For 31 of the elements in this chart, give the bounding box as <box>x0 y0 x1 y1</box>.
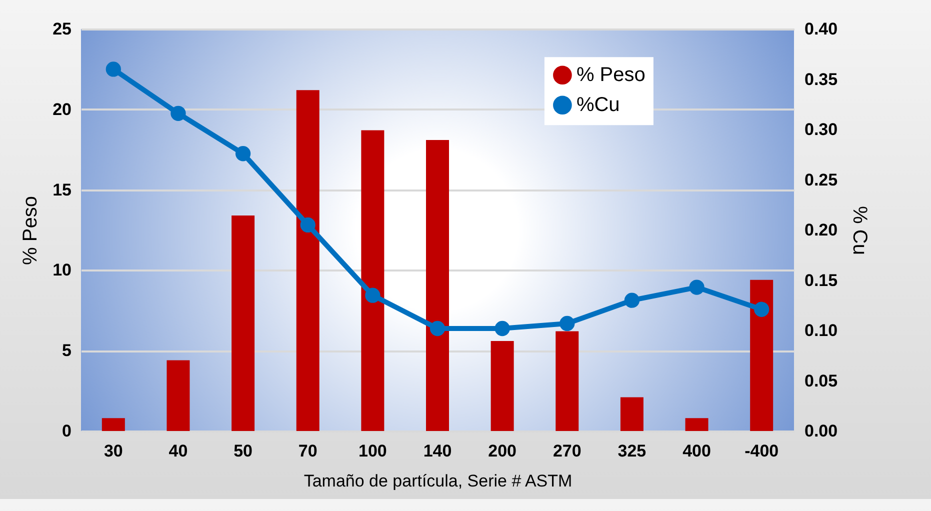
x-tick-label: 400 <box>682 442 711 460</box>
x-tick-label: 30 <box>104 442 123 460</box>
y-tick-label: 20 <box>52 100 72 119</box>
x-tick-label: 200 <box>488 442 517 460</box>
y2-tick-label: 0.30 <box>804 120 838 139</box>
y2-tick-label: 0.00 <box>804 422 838 440</box>
x-axis-title: Tamaño de partícula, Serie # ASTM <box>304 472 572 490</box>
x-tick-label: 270 <box>552 442 582 460</box>
x-tick-label: 50 <box>234 442 253 460</box>
x-tick-label: 40 <box>168 442 188 460</box>
y2-tick-label: 0.40 <box>804 20 838 38</box>
y-tick-label: 25 <box>52 20 72 38</box>
y2-tick-label: 0.10 <box>804 321 838 340</box>
x-tick-label: 100 <box>358 442 387 460</box>
y2-tick-label: 0.05 <box>804 371 838 390</box>
y2-tick-label: 0.15 <box>804 270 838 290</box>
y2-tick-label: 0.25 <box>804 170 838 190</box>
y2-axis-title: % Cu <box>848 206 871 255</box>
y2-tick-label: 0.35 <box>804 70 838 89</box>
x-tick-label: 140 <box>423 442 452 460</box>
y-tick-label: 15 <box>52 180 72 200</box>
y-axis-title: % Peso <box>20 196 42 265</box>
y2-tick-label: 0.20 <box>804 220 838 240</box>
x-tick-label: 325 <box>618 442 646 460</box>
y-tick-label: 10 <box>52 260 72 280</box>
x-tick-label: -400 <box>744 442 779 460</box>
y-tick-label: 5 <box>62 341 72 360</box>
y-tick-label: 0 <box>62 422 72 440</box>
legend-label: %Cu <box>576 94 620 116</box>
legend-label: % Peso <box>576 64 646 86</box>
x-tick-label: 70 <box>298 442 318 460</box>
